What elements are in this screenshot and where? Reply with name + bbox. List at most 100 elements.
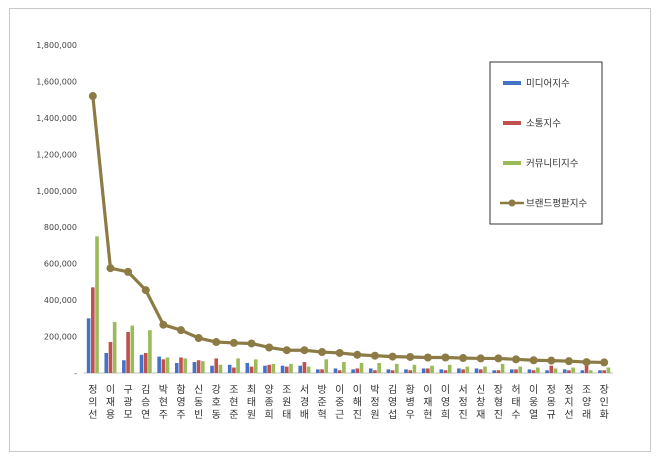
bar bbox=[298, 365, 303, 373]
x-tick-label-char: 허 bbox=[511, 384, 520, 396]
line-point bbox=[229, 338, 238, 347]
x-tick-label-char: 이 bbox=[441, 384, 450, 396]
bar bbox=[457, 368, 461, 373]
bar bbox=[368, 368, 373, 373]
x-tick-label-char: 신 bbox=[476, 384, 485, 396]
bar bbox=[122, 360, 126, 373]
x-tick-label-char: 동 bbox=[194, 397, 203, 409]
y-tick-label: 600,000 bbox=[44, 260, 77, 269]
x-tick-label-char: 승 bbox=[141, 397, 150, 409]
bar bbox=[518, 366, 523, 373]
x-tick-label-char: 병 bbox=[406, 397, 415, 409]
x-tick-label-char: 용 bbox=[106, 409, 115, 421]
bar bbox=[492, 370, 496, 373]
x-tick-label-char: 신 bbox=[194, 384, 203, 396]
x-tick-label-char: 정 bbox=[564, 384, 573, 396]
x-tick-label-char: 수 bbox=[511, 409, 520, 421]
bar bbox=[514, 369, 518, 373]
x-tick-label-char: 진 bbox=[494, 409, 503, 421]
bar bbox=[394, 363, 399, 373]
line-point bbox=[335, 348, 344, 357]
bar bbox=[351, 369, 355, 373]
x-tick-label-char: 인 bbox=[600, 397, 609, 409]
x-tick-label-char: 준 bbox=[229, 409, 238, 421]
x-tick-label-char: 중 bbox=[335, 397, 344, 409]
x-tick-label-char: 진 bbox=[459, 409, 468, 421]
x-tick-label-char: 양 bbox=[582, 397, 591, 409]
bar bbox=[531, 370, 536, 373]
x-tick-label-char: 태 bbox=[247, 397, 256, 409]
bar bbox=[271, 363, 276, 373]
bar bbox=[447, 364, 452, 373]
x-tick-label-char: 조 bbox=[229, 385, 238, 396]
x-tick-label-char: 의 bbox=[88, 397, 97, 409]
legend-swatch-marker bbox=[508, 199, 516, 207]
bar bbox=[232, 367, 236, 373]
x-tick-label-char: 영 bbox=[176, 397, 185, 409]
bar bbox=[320, 369, 324, 373]
bar bbox=[386, 369, 391, 373]
line-point bbox=[459, 354, 468, 363]
line-point bbox=[124, 267, 133, 276]
x-tick-label-char: 희 bbox=[441, 409, 450, 421]
line-point bbox=[582, 358, 591, 367]
bar bbox=[179, 357, 183, 373]
bar bbox=[461, 369, 465, 373]
line-point bbox=[176, 326, 185, 335]
x-tick-label-char: 빈 bbox=[194, 409, 203, 421]
bar bbox=[267, 364, 271, 373]
x-tick-label-char: 화 bbox=[600, 409, 609, 421]
x-tick-label-char: 조 bbox=[582, 385, 591, 396]
bar bbox=[196, 360, 201, 373]
line-point bbox=[600, 358, 609, 367]
bar bbox=[571, 367, 575, 373]
x-tick-label-char: 서 bbox=[300, 384, 309, 396]
x-tick-label-char: 정 bbox=[88, 384, 97, 396]
x-tick-label-char: 모 bbox=[123, 410, 132, 421]
bar bbox=[510, 369, 514, 373]
x-tick-label-char: 이 bbox=[529, 384, 538, 396]
line-point bbox=[106, 264, 115, 273]
x-tick-label-char: 서 bbox=[459, 384, 468, 396]
bar bbox=[148, 330, 152, 373]
x-tick-label-char: 우 bbox=[406, 409, 415, 421]
x-tick-label-char: 이 bbox=[335, 384, 344, 396]
x-tick-label-char: 근 bbox=[335, 410, 344, 421]
x-tick-label-char: 주 bbox=[159, 410, 168, 421]
x-tick-label-char: 배 bbox=[300, 409, 309, 421]
bar bbox=[474, 368, 479, 373]
x-tick-label-char: 조 bbox=[282, 385, 291, 396]
x-tick-label-char: 희 bbox=[265, 409, 274, 421]
bar bbox=[324, 359, 329, 373]
y-tick-label: - bbox=[74, 369, 77, 378]
bar bbox=[342, 362, 346, 373]
line-point bbox=[212, 338, 221, 347]
x-tick-label-char: 현 bbox=[229, 397, 238, 409]
bar bbox=[306, 366, 311, 373]
line-point bbox=[353, 350, 362, 359]
bar bbox=[580, 370, 585, 373]
x-tick-label-char: 현 bbox=[423, 409, 432, 421]
line-point bbox=[388, 352, 397, 361]
bar bbox=[430, 365, 434, 373]
x-tick-label-char: 최 bbox=[247, 384, 256, 396]
bar bbox=[404, 369, 408, 373]
bar bbox=[545, 370, 549, 373]
x-tick-label-char: 영 bbox=[388, 397, 397, 409]
x-tick-label-char: 박 bbox=[159, 384, 168, 396]
x-tick-label-char: 태 bbox=[282, 409, 291, 421]
line-point bbox=[494, 354, 503, 363]
x-tick-label-char: 장 bbox=[600, 384, 609, 396]
bar bbox=[91, 287, 95, 373]
x-tick-label-char: 김 bbox=[141, 384, 150, 396]
bar bbox=[249, 366, 254, 373]
y-tick-label: 1,600,000 bbox=[36, 77, 77, 86]
bar bbox=[210, 365, 214, 373]
bar bbox=[549, 365, 554, 373]
bar bbox=[214, 358, 219, 373]
bar bbox=[588, 370, 593, 373]
legend-box bbox=[489, 61, 603, 225]
x-tick-label-char: 준 bbox=[317, 397, 326, 409]
legend-label: 소통지수 bbox=[526, 119, 561, 130]
